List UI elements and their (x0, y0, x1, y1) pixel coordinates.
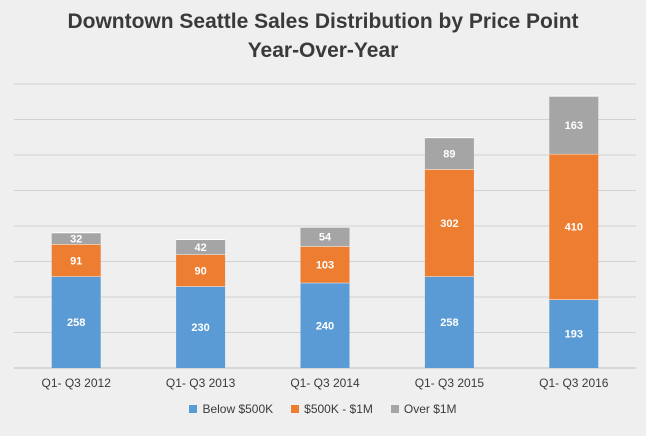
x-tick-label: Q1- Q3 2012 (42, 376, 112, 390)
chart-plot: 258 91 32 Q1- Q3 2012 230 90 42 Q1- Q3 2013 240 1… (14, 83, 636, 390)
data-label: 230 (191, 322, 209, 334)
bar-segment (176, 286, 226, 368)
data-label: 193 (565, 329, 583, 341)
bar-segment (424, 137, 474, 170)
data-label: 258 (67, 317, 85, 329)
bar-segment (300, 246, 350, 283)
chart-subtitle: Year-Over-Year (247, 39, 399, 62)
legend-item: Over $1M (390, 402, 457, 416)
legend-swatch (189, 405, 198, 413)
data-label: 258 (440, 317, 458, 329)
x-tick-label: Q1- Q3 2013 (166, 376, 236, 390)
bar-segment (51, 276, 101, 368)
bar-segment (424, 276, 474, 368)
bar-segment (549, 96, 599, 154)
data-label: 42 (194, 242, 206, 254)
chart-legend: Below $500K $500K - $1M Over $1M (0, 402, 646, 416)
legend-swatch (291, 405, 300, 413)
bar-segment (300, 282, 350, 368)
x-tick-label: Q1- Q3 2015 (415, 376, 485, 390)
bar-segment (176, 254, 226, 287)
data-label: 410 (565, 222, 583, 234)
data-label: 90 (194, 265, 206, 277)
data-label: 89 (443, 148, 455, 160)
legend-label: Over $1M (403, 402, 457, 416)
x-tick-label: Q1- Q3 2016 (539, 376, 609, 390)
bar-segment (51, 232, 101, 245)
bar-segment (176, 239, 226, 255)
legend-item: $500K - $1M (291, 402, 373, 416)
data-label: 32 (70, 233, 82, 245)
bar-segment (424, 169, 474, 277)
data-label: 91 (70, 255, 82, 267)
x-tick-label: Q1- Q3 2014 (290, 376, 360, 390)
legend-label: Below $500K (202, 402, 274, 416)
data-label: 240 (316, 320, 334, 332)
legend-item: Below $500K (189, 402, 273, 416)
legend-swatch (390, 405, 399, 413)
bar-segment (549, 299, 599, 368)
bar-segment (51, 244, 101, 277)
bar-segment (300, 227, 350, 247)
chart-title: Downtown Seattle Sales Distribution by P… (67, 10, 579, 33)
data-label: 103 (316, 260, 334, 272)
bar-segment (549, 153, 599, 300)
data-label: 54 (319, 232, 332, 244)
data-label: 302 (440, 218, 458, 230)
data-label: 163 (565, 120, 583, 132)
legend-label: $500K - $1M (304, 402, 373, 416)
